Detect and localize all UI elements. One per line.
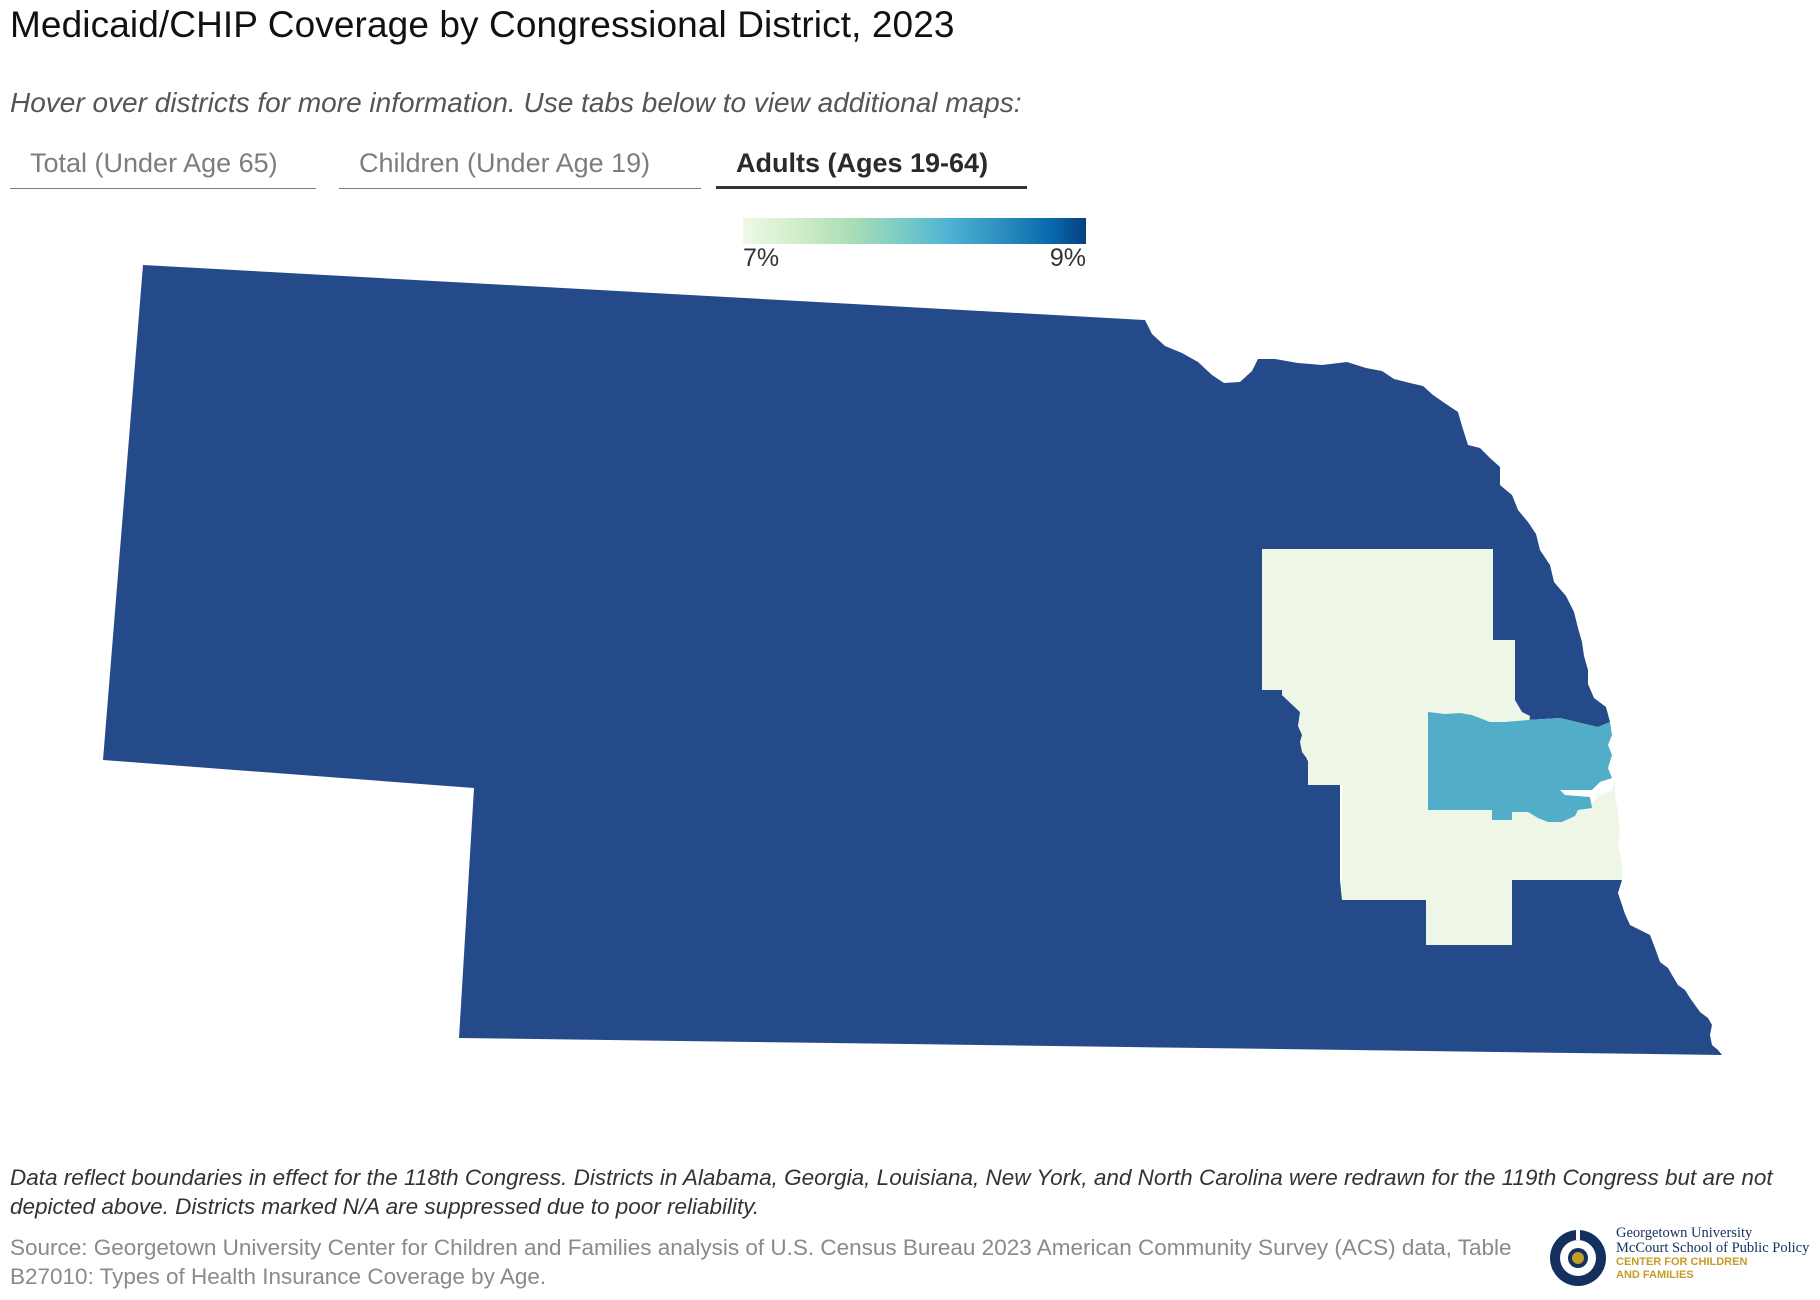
- logo-university: Georgetown University: [1616, 1225, 1753, 1241]
- district-1[interactable]: [1262, 549, 1622, 945]
- logo-school: McCourt School of Public Policy: [1616, 1240, 1810, 1256]
- georgetown-logo: Georgetown University McCourt School of …: [1548, 1226, 1813, 1292]
- page-title: Medicaid/CHIP Coverage by Congressional …: [10, 4, 955, 45]
- tab-children[interactable]: Children (Under Age 19): [339, 148, 701, 189]
- tab-total[interactable]: Total (Under Age 65): [10, 148, 316, 189]
- legend-max-label: 9%: [1049, 244, 1086, 272]
- district-2[interactable]: [1428, 712, 1612, 822]
- logo-text: Georgetown University McCourt School of …: [1616, 1226, 1816, 1282]
- source-citation: Source: Georgetown University Center for…: [10, 1235, 1512, 1289]
- legend-gradient-bar: [743, 218, 1086, 244]
- district-3[interactable]: [103, 265, 1722, 1055]
- georgetown-seal-icon: [1550, 1228, 1606, 1286]
- logo-center-line2: AND FAMILIES: [1616, 1269, 1694, 1281]
- color-legend: 7% 9%: [743, 218, 1086, 272]
- page-subtitle: Hover over districts for more informatio…: [10, 87, 1022, 118]
- tab-adults[interactable]: Adults (Ages 19-64): [716, 148, 1027, 189]
- logo-center-line1: CENTER FOR CHILDREN: [1616, 1256, 1748, 1268]
- legend-min-label: 7%: [743, 244, 780, 272]
- footnote: Data reflect boundaries in effect for th…: [10, 1165, 1773, 1219]
